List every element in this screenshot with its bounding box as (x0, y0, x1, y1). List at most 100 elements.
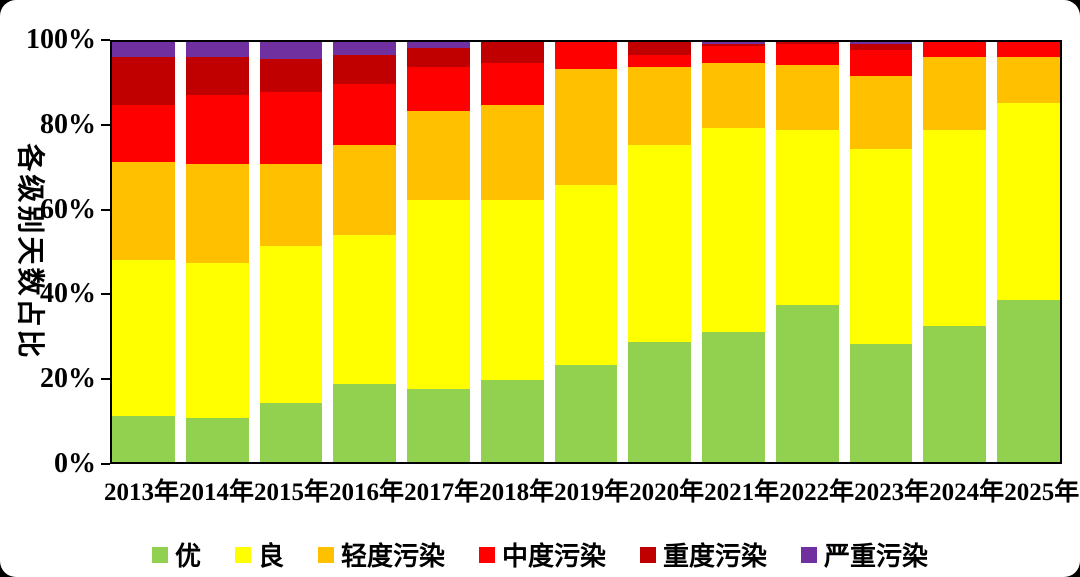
bar-segment-重度污染 (185, 56, 249, 95)
bar-segment-良 (333, 235, 397, 385)
legend-item-严重污染: 严重污染 (801, 536, 928, 573)
legend-label: 严重污染 (824, 542, 929, 571)
bar-segment-轻度污染 (480, 105, 544, 200)
bar-segment-良 (480, 199, 544, 381)
bar-segment-优 (112, 415, 175, 462)
bar-segment-良 (628, 144, 692, 343)
bar-segment-优 (259, 403, 323, 462)
bar-segment-严重污染 (259, 42, 323, 59)
y-tick-mark (101, 208, 110, 211)
bar-column-2022年 (775, 42, 839, 462)
bar-column-2023年 (849, 42, 913, 462)
x-axis-label: 2016年 (329, 479, 405, 506)
legend-item-优: 优 (151, 536, 201, 573)
legend-swatch-icon (640, 546, 657, 563)
x-axis-label: 2019年 (554, 479, 630, 506)
bar-segment-良 (407, 199, 470, 389)
legend-label: 中度污染 (502, 542, 607, 571)
bar-column-2015年 (259, 42, 323, 462)
legend-swatch-icon (479, 546, 495, 563)
bar-segment-严重污染 (702, 42, 765, 45)
bar-segment-良 (775, 130, 839, 305)
bar-segment-轻度污染 (628, 67, 692, 145)
bar-segment-良 (259, 245, 323, 404)
legend-item-良: 良 (234, 536, 284, 573)
bar-segment-中度污染 (112, 105, 175, 162)
bar-segment-良 (702, 128, 765, 332)
bar-column-2018年 (480, 42, 544, 462)
bar-segment-中度污染 (923, 42, 987, 57)
bar-column-2019年 (554, 42, 618, 462)
bar-segment-良 (185, 262, 249, 418)
bar-segment-轻度污染 (407, 111, 470, 200)
bar-segment-中度污染 (185, 94, 249, 164)
bar-segment-严重污染 (112, 42, 175, 57)
bar-segment-中度污染 (333, 84, 397, 145)
x-axis-label: 2014年 (179, 479, 255, 506)
x-axis-label: 2015年 (254, 479, 330, 506)
y-tick-mark (101, 123, 110, 126)
bar-segment-严重污染 (407, 42, 470, 49)
bar-segment-中度污染 (628, 54, 692, 68)
legend-label: 良 (257, 542, 284, 571)
bar-segment-重度污染 (407, 48, 470, 68)
bar-segment-中度污染 (702, 46, 765, 64)
bar-segment-轻度污染 (333, 144, 397, 236)
bar-segment-轻度污染 (185, 163, 249, 263)
bar-segment-优 (480, 380, 544, 462)
legend-swatch-icon (151, 546, 168, 563)
bar-segment-严重污染 (849, 42, 913, 45)
bar-segment-重度污染 (112, 56, 175, 106)
bar-segment-中度污染 (997, 42, 1060, 57)
bar-segment-轻度污染 (849, 75, 913, 150)
legend-swatch-icon (801, 546, 818, 563)
bar-segment-轻度污染 (702, 63, 765, 129)
x-axis-labels: 2013年 2014年 2015年 2016年 2017年 2018年 2019年 2020年… (104, 472, 1079, 508)
x-axis-label: 2017年 (404, 479, 480, 506)
y-tick-mark (101, 39, 110, 41)
bar-column-2013年 (112, 42, 175, 462)
bar-segment-轻度污染 (259, 163, 323, 246)
x-axis-label: 2021年 (704, 479, 780, 506)
bar-segment-中度污染 (775, 44, 839, 66)
bar-segment-良 (923, 130, 987, 326)
y-tick-label: 20% (40, 363, 96, 395)
bar-segment-重度污染 (775, 42, 839, 45)
legend-swatch-icon (234, 546, 251, 563)
bar-column-2021年 (702, 42, 765, 462)
y-tick-label: 100% (26, 24, 96, 55)
y-axis-tick-marks (101, 39, 110, 465)
bar-column-2014年 (185, 42, 249, 462)
legend: 优 良 轻度污染 中度污染 重度污染 严重污染 (0, 536, 1080, 573)
bar-segment-中度污染 (480, 63, 544, 106)
x-axis-label: 2022年 (779, 479, 855, 506)
bar-segment-严重污染 (333, 42, 397, 55)
bar-segment-优 (849, 344, 913, 462)
x-axis-label: 2025年 (1004, 479, 1080, 506)
bar-column-2024年 (923, 42, 987, 462)
bar-segment-优 (333, 384, 397, 462)
bar-segment-优 (185, 417, 249, 462)
y-tick-label: 60% (40, 193, 96, 225)
y-tick-mark (101, 463, 110, 465)
bar-segment-良 (112, 260, 175, 416)
legend-item-中度污染: 中度污染 (479, 536, 606, 573)
y-axis-tick-labels: 0% 20% 40% 60% 80% 100% (0, 26, 100, 478)
bar-segment-优 (702, 331, 765, 462)
bar-column-2017年 (407, 42, 470, 462)
bar-segment-严重污染 (185, 42, 249, 57)
legend-item-轻度污染: 轻度污染 (317, 536, 445, 573)
legend-label: 优 (174, 542, 201, 571)
bar-segment-轻度污染 (112, 161, 175, 261)
y-tick-label: 80% (40, 108, 96, 140)
bar-column-2020年 (628, 42, 692, 462)
y-tick-label: 40% (40, 278, 96, 310)
legend-label: 重度污染 (663, 542, 768, 571)
legend-item-重度污染: 重度污染 (640, 536, 767, 573)
bar-column-2025年 (997, 42, 1060, 462)
bar-segment-良 (554, 184, 618, 366)
bar-segment-重度污染 (849, 44, 913, 51)
bar-segment-优 (923, 325, 987, 462)
bar-segment-重度污染 (333, 54, 397, 85)
